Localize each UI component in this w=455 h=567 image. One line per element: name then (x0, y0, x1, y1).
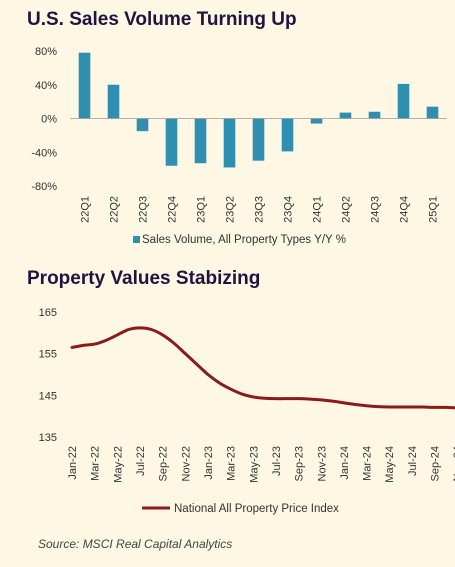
x-tick-label: Jan-23 (203, 446, 215, 480)
y-tick-label: 145 (39, 390, 57, 402)
x-tick-label: 22Q1 (80, 196, 92, 223)
x-tick-label: 24Q2 (341, 196, 353, 223)
y-tick-label: -40% (31, 147, 57, 159)
x-tick-label: Jul-22 (135, 446, 147, 476)
bar (252, 118, 265, 161)
bar (339, 112, 352, 119)
x-tick-label: 24Q1 (312, 196, 324, 223)
x-tick-label: Sep-22 (158, 446, 170, 481)
x-tick-label: 22Q4 (167, 196, 179, 223)
sales-volume-bar-chart: 80% 40% 0% -40% -80% 22Q1 22Q2 22Q3 22Q4 23Q1 23Q2… (31, 46, 447, 246)
x-tick-label: Sep-24 (430, 446, 442, 481)
bar (397, 83, 410, 119)
x-tick-label: May-22 (112, 446, 124, 483)
x-tick-label: 22Q3 (138, 196, 150, 223)
x-tick-label: 23Q4 (283, 196, 295, 223)
bar (136, 118, 149, 132)
x-tick-label: Nov-22 (180, 446, 192, 481)
x-tick-label: Mar-23 (226, 446, 238, 481)
bar (368, 111, 381, 119)
x-tick-label: May-23 (248, 446, 260, 483)
x-tick-label: Mar-24 (362, 446, 374, 481)
x-tick-label: 23Q3 (254, 196, 266, 223)
x-tick-label: Jan-22 (67, 446, 79, 480)
legend-label: National All Property Price Index (174, 503, 339, 515)
line-chart-title: Property Values Stabizing (27, 268, 261, 289)
y-tick-label: 80% (35, 46, 57, 58)
y-tick-label: -80% (31, 181, 57, 193)
bar (165, 118, 178, 166)
y-tick-label: 155 (39, 349, 57, 361)
series-line (70, 326, 455, 410)
x-tick-label: Nov-23 (316, 446, 328, 481)
x-tick-label: 23Q1 (196, 196, 208, 223)
y-tick-label: 135 (39, 432, 57, 444)
bar (78, 52, 91, 119)
x-tick-label: 24Q3 (370, 196, 382, 223)
x-tick-label: Nov-24 (452, 446, 455, 481)
x-tick-label: May-24 (384, 446, 396, 483)
x-tick-label: 25Q1 (428, 196, 440, 223)
bar (281, 118, 294, 152)
y-tick-label: 40% (35, 80, 57, 92)
x-tick-label: Mar-22 (90, 446, 102, 481)
x-tick-label: Jul-23 (271, 446, 283, 476)
x-tick-label: 22Q2 (109, 196, 121, 223)
legend-label: Sales Volume, All Property Types Y/Y % (142, 234, 346, 246)
x-tick-label: 24Q4 (399, 196, 411, 223)
legend-swatch (133, 236, 140, 243)
x-tick-label: Jul-24 (407, 446, 419, 476)
x-tick-label: 23Q2 (225, 196, 237, 223)
bar (426, 106, 439, 119)
y-tick-label: 165 (39, 307, 57, 319)
price-index-line-chart: 165 155 145 135 Jan-22 Mar-22 May-22 Jul-22 Sep-… (39, 307, 455, 515)
y-tick-label: 0% (41, 114, 57, 126)
bar (194, 118, 207, 164)
x-tick-label: Jan-24 (339, 446, 351, 480)
bar-chart-title: U.S. Sales Volume Turning Up (27, 9, 297, 30)
bar (223, 118, 236, 168)
bar (107, 84, 120, 119)
source-note: Source: MSCI Real Capital Analytics (38, 537, 233, 551)
bar (310, 118, 323, 124)
x-tick-label: Sep-23 (294, 446, 306, 481)
